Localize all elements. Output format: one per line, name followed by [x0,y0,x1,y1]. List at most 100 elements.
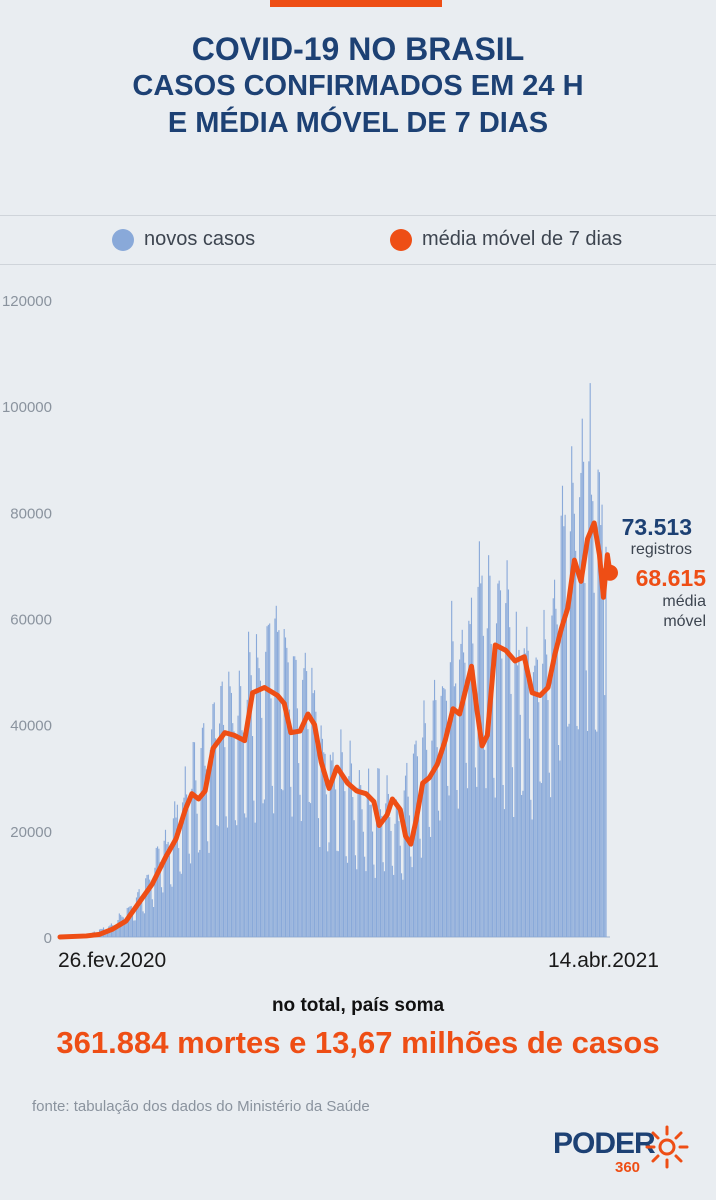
bar-daily-cases [328,842,330,937]
bar-daily-cases [585,670,587,937]
bar-daily-cases [258,668,260,937]
bar-daily-cases [157,846,159,937]
bar-daily-cases [168,855,170,937]
bar-daily-cases [551,615,553,937]
bar-daily-cases [187,804,189,937]
y-tick-label: 100000 [2,399,52,416]
bar-daily-cases [371,831,374,937]
bar-daily-cases [259,680,262,937]
bar-daily-cases [499,590,502,937]
bar-daily-cases [353,820,355,937]
bar-daily-cases [509,627,511,937]
bar-daily-cases [556,624,558,937]
bar-daily-cases [232,723,234,937]
legend-line-label: média móvel de 7 dias [422,228,623,250]
bar-daily-cases [323,752,325,937]
bar-daily-cases [505,603,507,937]
bar-daily-cases [203,723,205,937]
bar-daily-cases [555,608,557,937]
bar-daily-cases [544,639,546,937]
bar-daily-cases [339,772,341,937]
bar-daily-cases [501,658,503,937]
bar-daily-cases [402,879,404,937]
bar-daily-cases [209,749,211,937]
bar-daily-cases [146,874,148,937]
bar-daily-cases [204,765,206,937]
bar-daily-cases [459,659,461,937]
bar-daily-cases [225,816,227,937]
bar-daily-cases [124,924,126,937]
bar-daily-cases [395,799,397,937]
bar-daily-cases [517,665,519,937]
bar-daily-cases [122,917,124,937]
bar-daily-cases [313,690,316,937]
bar-daily-cases [600,525,602,937]
bar-daily-cases [579,497,581,937]
bar-daily-cases [197,852,200,937]
bar-daily-cases [315,711,317,937]
bar-daily-cases [448,795,450,937]
bar-daily-cases [142,911,144,937]
bar-daily-cases [373,864,375,937]
bar-daily-cases [486,628,488,937]
bar-daily-cases [426,749,428,937]
bar-daily-cases [412,753,415,937]
bar-daily-cases [490,643,492,937]
bar-daily-cases [179,871,181,937]
bar-daily-cases [237,715,239,937]
bar-daily-cases [224,747,226,937]
top-accent-bar [270,0,442,7]
moving-average-end-dot [602,564,618,581]
bar-daily-cases [447,785,449,937]
bar-daily-cases [207,841,209,937]
bar-daily-cases [251,736,254,937]
bar-daily-cases [332,752,334,937]
bar-daily-cases [325,794,327,937]
bar-daily-cases [312,693,314,937]
bar-daily-cases [365,871,367,937]
bar-daily-cases [457,808,459,937]
bar-daily-cases [205,769,207,937]
bar-daily-cases [588,461,590,937]
bar-daily-cases [220,686,222,937]
bar-daily-cases [557,745,560,937]
bar-daily-cases [167,841,169,937]
bar-daily-cases [134,920,136,937]
bar-daily-cases [597,469,599,937]
bar-daily-cases [540,783,542,937]
bar-daily-cases [352,797,354,937]
bar-daily-cases [474,767,476,937]
media-label-1: média [662,593,706,610]
bar-daily-cases [188,853,190,937]
bar-daily-cases [139,896,141,937]
bar-daily-cases [484,749,486,937]
bar-daily-cases [310,803,312,937]
bar-daily-cases [601,504,603,937]
bar-daily-cases [433,679,436,937]
bar-daily-cases [147,874,149,937]
bar-daily-cases [184,766,186,937]
bar-daily-cases [461,629,463,937]
bar-daily-cases [463,652,465,937]
bar-daily-cases [375,805,378,937]
bar-daily-cases [503,809,506,937]
bar-daily-cases [290,786,292,937]
legend-bars-label: novos casos [144,228,256,250]
bar-daily-cases [437,810,440,937]
media-label-2: móvel [663,613,706,630]
bar-daily-cases [420,857,422,937]
y-tick-label: 40000 [10,718,52,735]
registros-label: registros [630,541,692,558]
bar-daily-cases [444,689,446,937]
bar-daily-cases [166,844,168,937]
bar-daily-cases [561,485,564,937]
bar-daily-cases [182,802,184,937]
bar-daily-cases [303,668,305,937]
bar-daily-cases [342,776,345,937]
bar-daily-cases [298,763,300,937]
bar-daily-cases [116,928,118,937]
bar-daily-cases [121,916,123,937]
bar-daily-cases [377,768,379,937]
bar-daily-cases [571,446,573,937]
bar-daily-cases [510,693,512,937]
